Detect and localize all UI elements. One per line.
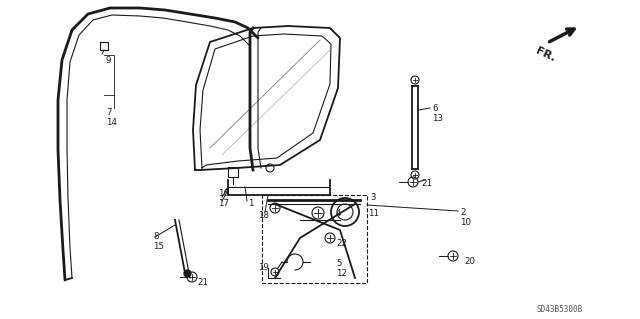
- Text: 17: 17: [218, 199, 229, 208]
- Text: FR.: FR.: [534, 46, 557, 64]
- Text: 15: 15: [153, 242, 164, 251]
- Text: 1: 1: [248, 199, 253, 208]
- Bar: [262, 195, 367, 283]
- Text: 22: 22: [336, 239, 347, 248]
- Text: 6: 6: [432, 104, 438, 113]
- Text: 2: 2: [460, 208, 465, 217]
- Text: 4: 4: [336, 209, 342, 218]
- Text: 21: 21: [197, 278, 208, 287]
- Text: 21: 21: [421, 179, 432, 188]
- Text: 14: 14: [106, 118, 117, 127]
- Text: 13: 13: [432, 114, 443, 123]
- Text: 10: 10: [460, 218, 471, 227]
- Text: 3: 3: [370, 193, 376, 202]
- Text: 18: 18: [258, 211, 269, 220]
- Text: 20: 20: [464, 257, 475, 266]
- Text: SD43B5300B: SD43B5300B: [537, 305, 583, 314]
- Text: 9: 9: [106, 56, 111, 65]
- Text: 11: 11: [368, 209, 379, 218]
- Text: 8: 8: [153, 232, 159, 241]
- Text: 19: 19: [258, 263, 269, 272]
- Text: 5: 5: [336, 259, 342, 268]
- Text: 7: 7: [106, 108, 111, 117]
- Text: 16: 16: [218, 189, 229, 198]
- Text: 12: 12: [336, 269, 347, 278]
